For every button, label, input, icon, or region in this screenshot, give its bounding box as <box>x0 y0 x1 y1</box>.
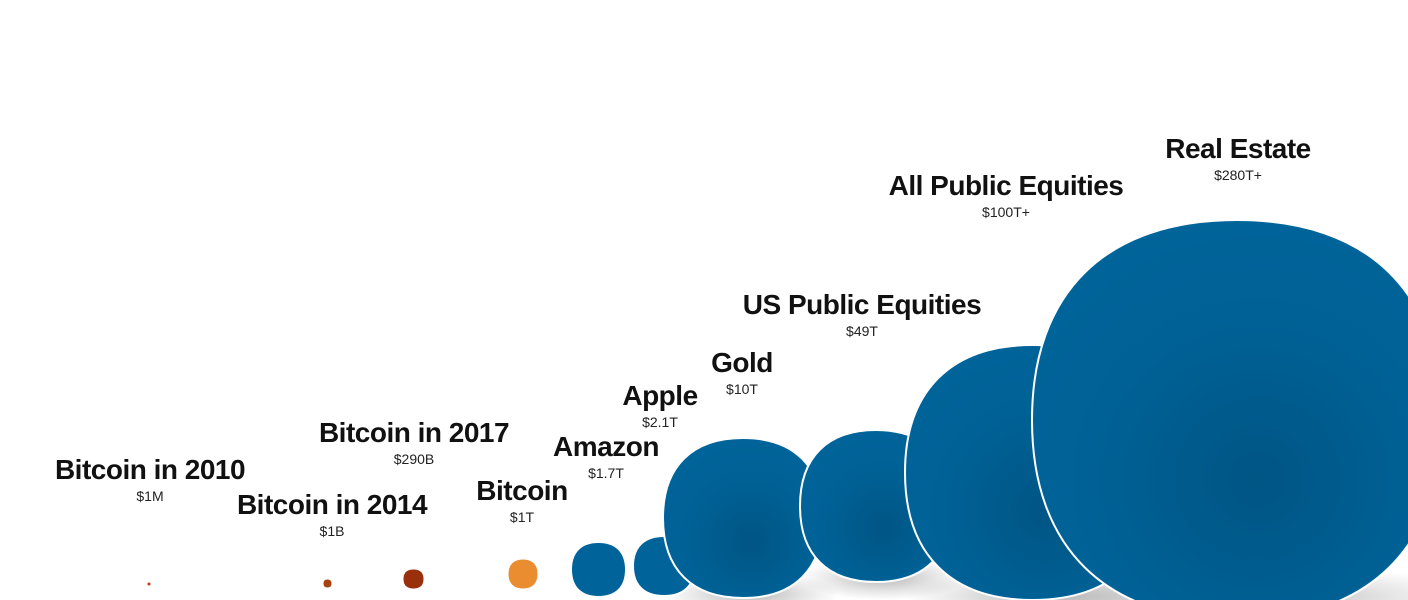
real-estate-label: Real Estate $280T+ <box>1165 133 1311 183</box>
real-estate-value: $280T+ <box>1214 167 1262 183</box>
bitcoin-in-2014-value: $1B <box>319 523 345 539</box>
all-public-equities-name: All Public Equities <box>888 170 1124 201</box>
gold-value: $10T <box>726 381 758 397</box>
real-estate-bubble-shade <box>1034 222 1408 600</box>
bitcoin-in-2014-bubble <box>322 578 333 589</box>
real-estate-name: Real Estate <box>1165 133 1311 164</box>
bitcoin-bubble <box>507 558 539 590</box>
all-public-equities-value: $100T+ <box>982 204 1030 220</box>
apple-label: Apple $2.1T <box>622 380 698 430</box>
all-public-equities-label: All Public Equities $100T+ <box>889 170 1124 220</box>
amazon-label: Amazon $1.7T <box>553 431 659 481</box>
bitcoin-in-2010-bubble <box>146 581 152 587</box>
amazon-value: $1.7T <box>588 465 624 481</box>
bitcoin-in-2017-label: Bitcoin in 2017 $290B <box>318 417 510 467</box>
bitcoin-label: Bitcoin $1T <box>476 475 568 525</box>
amazon-name: Amazon <box>553 431 659 462</box>
gold-label: Gold $10T <box>711 347 773 397</box>
amazon-bubble <box>569 540 628 599</box>
bitcoin-in-2017-bubble <box>402 568 425 590</box>
apple-name: Apple <box>622 380 698 411</box>
bitcoin-in-2017-value: $290B <box>393 451 435 467</box>
gold-bubble-shade <box>665 440 821 596</box>
bitcoin-value: $1T <box>509 509 535 525</box>
us-public-equities-label: US Public Equities $49T <box>742 289 982 339</box>
apple-value: $2.1T <box>642 414 678 430</box>
bitcoin-in-2014-name: Bitcoin in 2014 <box>236 489 428 520</box>
bitcoin-in-2017-name: Bitcoin in 2017 <box>318 417 510 448</box>
bitcoin-in-2014-label: Bitcoin in 2014 $1B <box>236 489 428 539</box>
bitcoin-in-2010-value: $1M <box>136 488 164 504</box>
bitcoin-in-2010-name: Bitcoin in 2010 <box>54 454 246 485</box>
bitcoin-name: Bitcoin <box>476 475 568 506</box>
us-public-equities-value: $49T <box>846 323 878 339</box>
us-public-equities-name: US Public Equities <box>742 289 982 320</box>
bitcoin-in-2010-label: Bitcoin in 2010 $1M <box>54 454 246 504</box>
gold-name: Gold <box>711 347 773 378</box>
